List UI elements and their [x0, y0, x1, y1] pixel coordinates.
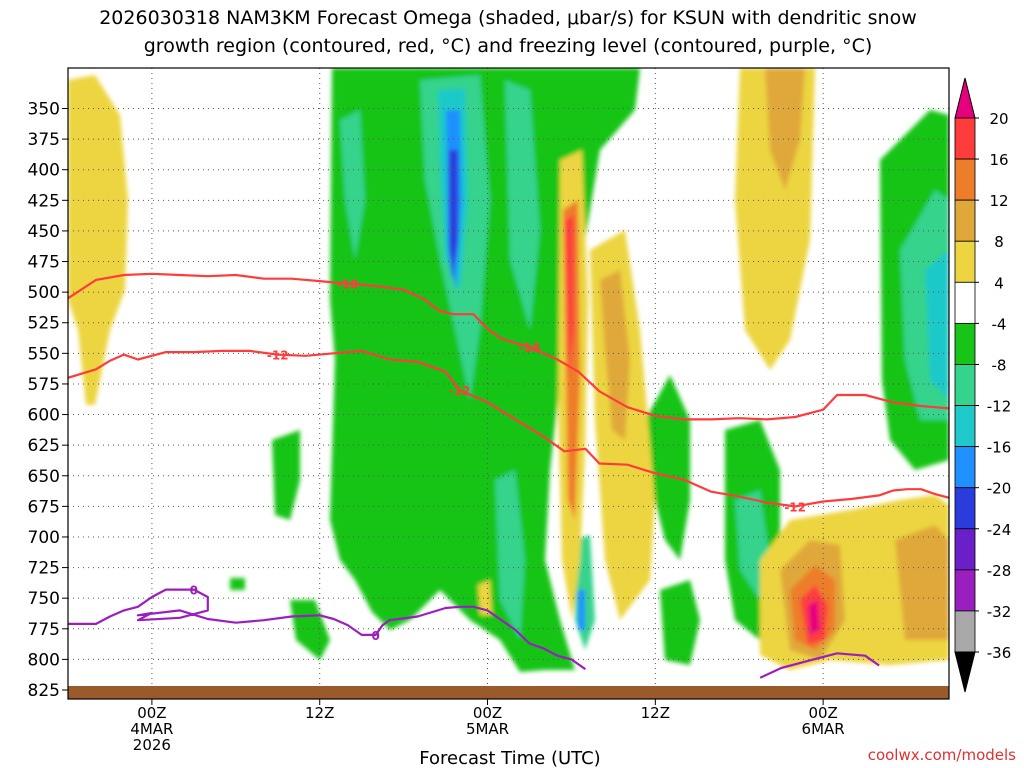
colorbar-swatch [954, 528, 976, 571]
x-tick-label: 4MAR [130, 720, 173, 738]
omega-shade-green-mid-patch [645, 375, 690, 560]
colorbar-label: 12 [989, 192, 1008, 210]
colorbar-swatch [954, 446, 976, 489]
contour-lines: -18 -18 -12 -12 0 0 -12 [68, 272, 949, 679]
y-axis: 350 375 400 425 450 475 500 525 550 575 600 625 650 6… [28, 100, 68, 701]
y-tick-label: 450 [28, 222, 60, 242]
y-tick-label: 375 [28, 130, 60, 150]
y-tick-label: 825 [28, 681, 60, 701]
colorbar-label: -28 [987, 562, 1012, 580]
contour-line [68, 588, 587, 671]
contour-label: -12 [449, 384, 471, 398]
x-tick-label: 00Z [137, 704, 166, 722]
colorbar-label: 16 [989, 151, 1008, 169]
y-tick-label: 725 [28, 559, 60, 579]
colorbar-top-arrow [954, 77, 976, 119]
colorbar-label: 20 [989, 110, 1008, 128]
omega-shade-yellow-small [478, 580, 492, 615]
y-tick-label: 350 [28, 100, 60, 120]
colorbar-label: -12 [987, 398, 1012, 416]
y-tick-label: 650 [28, 467, 60, 487]
contour-label: 0 [371, 629, 379, 643]
omega-shade-tan-far-right [895, 525, 949, 640]
contour-label: 0 [190, 584, 198, 598]
colorbar-label: -36 [987, 644, 1012, 662]
colorbar-swatch [954, 569, 976, 612]
x-tick-label: 00Z [808, 704, 837, 722]
colorbar-label: -20 [987, 480, 1012, 498]
colorbar-swatch [954, 281, 976, 324]
omega-shade-magenta-max [808, 600, 820, 635]
y-tick-label: 400 [28, 161, 60, 181]
contour-line [68, 349, 949, 508]
y-tick-label: 625 [28, 436, 60, 456]
omega-shade-blue-thin [578, 590, 585, 630]
colorbar-swatch [954, 117, 976, 160]
y-tick-label: 675 [28, 497, 60, 517]
omega-shade-teal-core4 [495, 470, 525, 640]
contour-line [759, 652, 880, 679]
colorbar-swatch [954, 240, 976, 283]
contour-label: -18 [337, 278, 359, 292]
y-tick-label: 525 [28, 314, 60, 334]
colorbar-label: 8 [994, 233, 1004, 251]
contour-line [68, 272, 949, 421]
y-tick-label: 775 [28, 620, 60, 640]
y-tick-label: 500 [28, 283, 60, 303]
colorbar-swatch [954, 610, 976, 653]
omega-shade-teal-core2 [340, 110, 365, 260]
colorbar-swatch [954, 199, 976, 242]
colorbar: 20 16 12 8 4 -4 -8 -12 -16 -20 -24 -28 -32 -36 [954, 77, 1012, 693]
colorbar-label: 4 [994, 274, 1004, 292]
omega-field: -18 -18 -12 -12 0 0 -12 [68, 68, 949, 699]
contour-label: -12 [784, 500, 806, 514]
omega-shade-tan-mid [600, 270, 630, 440]
chart-title-line1: 2026030318 NAM3KM Forecast Omega (shaded… [99, 7, 917, 29]
omega-shade-green-mid-low [660, 580, 700, 665]
colorbar-label: -4 [992, 315, 1007, 333]
x-tick-label: 12Z [641, 704, 670, 722]
colorbar-swatch [954, 364, 976, 406]
x-tick-label: 12Z [305, 704, 334, 722]
y-tick-label: 475 [28, 253, 60, 273]
colorbar-bottom-arrow [954, 651, 976, 693]
contour-label: -12 [267, 349, 289, 363]
omega-shade-orange-upper-right [765, 68, 805, 190]
omega-shade-green-small [230, 578, 245, 590]
x-tick-label: 2026 [133, 736, 171, 754]
chart-title-line2: growth region (contoured, red, °C) and f… [144, 35, 873, 57]
colorbar-swatch [954, 158, 976, 201]
y-tick-label: 550 [28, 344, 60, 364]
y-tick-label: 800 [28, 650, 60, 670]
omega-shade-red-streak [565, 215, 574, 380]
x-tick-label: 00Z [473, 704, 502, 722]
colorbar-label: -16 [987, 439, 1012, 457]
omega-shade-teal-core3 [505, 80, 540, 330]
omega-shade-cyan-right [925, 250, 949, 400]
omega-shade-green-left-patch [272, 430, 300, 520]
x-tick-label: 5MAR [466, 720, 509, 738]
y-tick-label: 575 [28, 375, 60, 395]
terrain-ground [68, 686, 949, 699]
y-tick-label: 425 [28, 191, 60, 211]
y-tick-label: 750 [28, 589, 60, 609]
credit-text: coolwx.com/models [868, 746, 1016, 764]
y-tick-label: 600 [28, 406, 60, 426]
x-axis-label: Forecast Time (UTC) [419, 748, 600, 768]
colorbar-label: -32 [987, 603, 1012, 621]
omega-shade-darkblue-core [449, 150, 458, 280]
colorbar-label: -8 [992, 356, 1007, 374]
contour-label: -18 [519, 341, 541, 355]
x-tick-label: 6MAR [802, 720, 845, 738]
colorbar-swatch [954, 322, 976, 365]
y-tick-label: 700 [28, 528, 60, 548]
colorbar-swatch [954, 487, 976, 530]
colorbar-swatch [954, 405, 976, 448]
colorbar-label: -24 [987, 521, 1012, 539]
